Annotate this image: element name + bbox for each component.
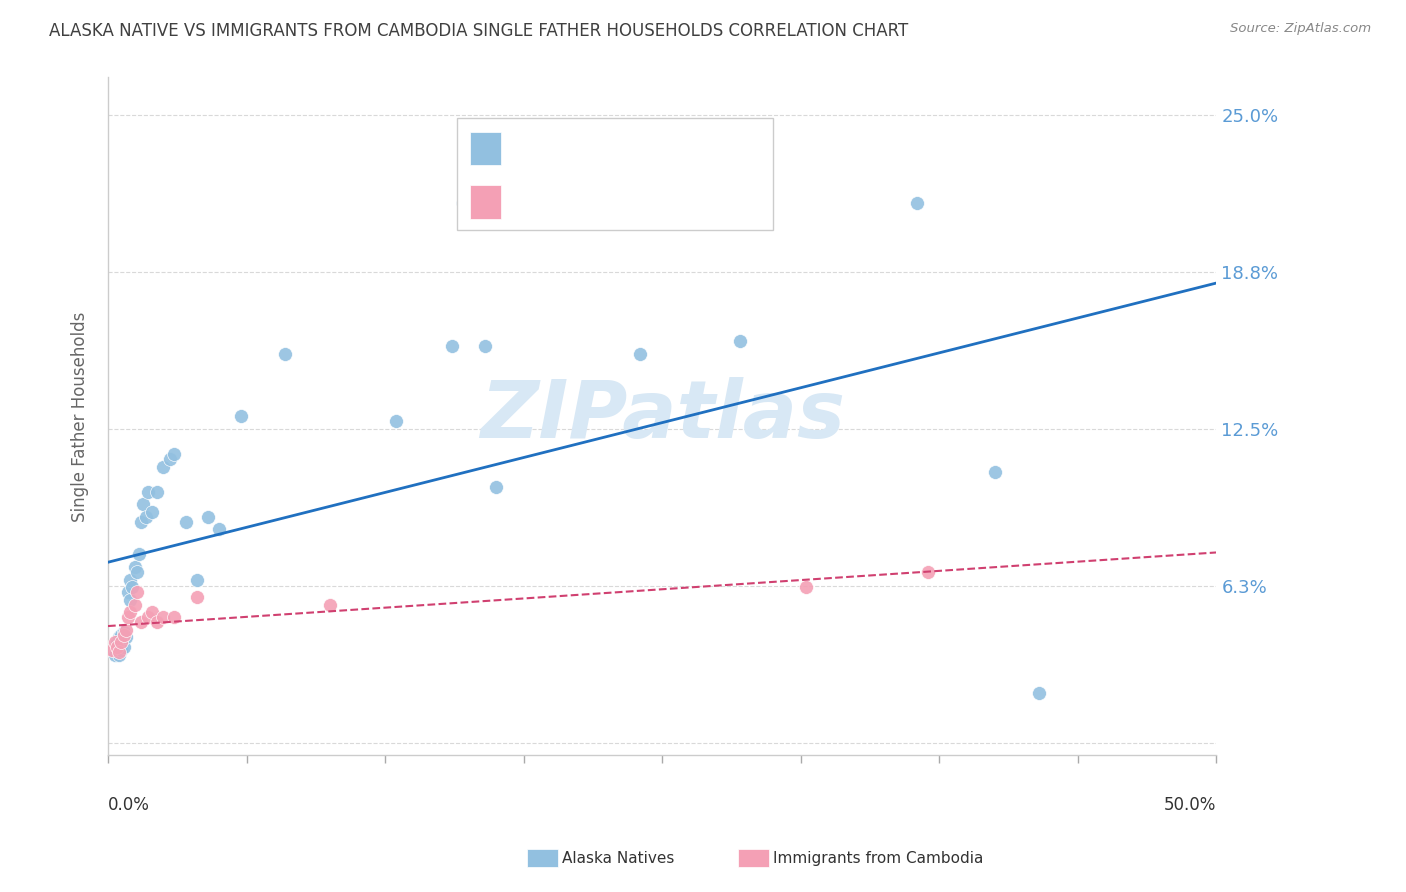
Point [186, 573, 208, 587]
Point [136, 610, 159, 624]
Point [197, 509, 219, 524]
Point [385, 414, 408, 428]
Point [917, 565, 939, 579]
Point [120, 573, 142, 587]
Text: 0.0%: 0.0% [108, 796, 150, 814]
Point [120, 605, 142, 619]
Point [174, 515, 197, 529]
Point [104, 648, 127, 662]
Point [983, 465, 1005, 479]
Point [104, 635, 127, 649]
Point [105, 635, 128, 649]
Point [318, 598, 340, 612]
Point [108, 645, 131, 659]
Point [108, 631, 131, 645]
Point [124, 598, 146, 612]
Point [128, 548, 150, 562]
Point [114, 631, 136, 645]
Point [440, 339, 463, 353]
Point [274, 346, 297, 360]
Point [186, 590, 208, 604]
Point [132, 497, 155, 511]
Y-axis label: Single Father Households: Single Father Households [72, 311, 89, 522]
Point [485, 480, 508, 494]
Point [163, 447, 186, 461]
Point [628, 346, 651, 360]
Point [728, 334, 751, 348]
Point [794, 580, 817, 594]
Point [121, 580, 143, 594]
Point [152, 459, 174, 474]
Point [105, 640, 128, 655]
Text: Immigrants from Cambodia: Immigrants from Cambodia [773, 851, 984, 865]
Point [474, 339, 496, 353]
Point [112, 628, 135, 642]
Point [112, 625, 135, 640]
Point [905, 196, 928, 211]
Point [110, 628, 132, 642]
Point [110, 635, 132, 649]
Point [124, 560, 146, 574]
Point [108, 640, 131, 655]
Point [117, 585, 139, 599]
Point [120, 592, 142, 607]
Point [208, 522, 231, 536]
Text: ZIPatlas: ZIPatlas [479, 377, 845, 456]
Point [152, 610, 174, 624]
Point [163, 610, 186, 624]
Point [159, 452, 181, 467]
Point [129, 615, 152, 630]
Point [112, 640, 135, 655]
Point [110, 643, 132, 657]
Text: 50.0%: 50.0% [1164, 796, 1216, 814]
Point [117, 610, 139, 624]
Point [110, 635, 132, 649]
Point [135, 509, 157, 524]
Point [141, 605, 163, 619]
Point [101, 643, 124, 657]
Point [1028, 685, 1050, 699]
Point [108, 648, 131, 662]
Point [136, 484, 159, 499]
Point [125, 585, 148, 599]
Text: ALASKA NATIVE VS IMMIGRANTS FROM CAMBODIA SINGLE FATHER HOUSEHOLDS CORRELATION C: ALASKA NATIVE VS IMMIGRANTS FROM CAMBODI… [49, 22, 908, 40]
Point [129, 515, 152, 529]
Point [105, 640, 128, 655]
Point [451, 196, 474, 211]
Text: Source: ZipAtlas.com: Source: ZipAtlas.com [1230, 22, 1371, 36]
Point [125, 565, 148, 579]
Point [145, 615, 167, 630]
Point [141, 505, 163, 519]
Point [229, 409, 252, 424]
Point [114, 623, 136, 637]
Point [145, 484, 167, 499]
Text: Alaska Natives: Alaska Natives [562, 851, 675, 865]
